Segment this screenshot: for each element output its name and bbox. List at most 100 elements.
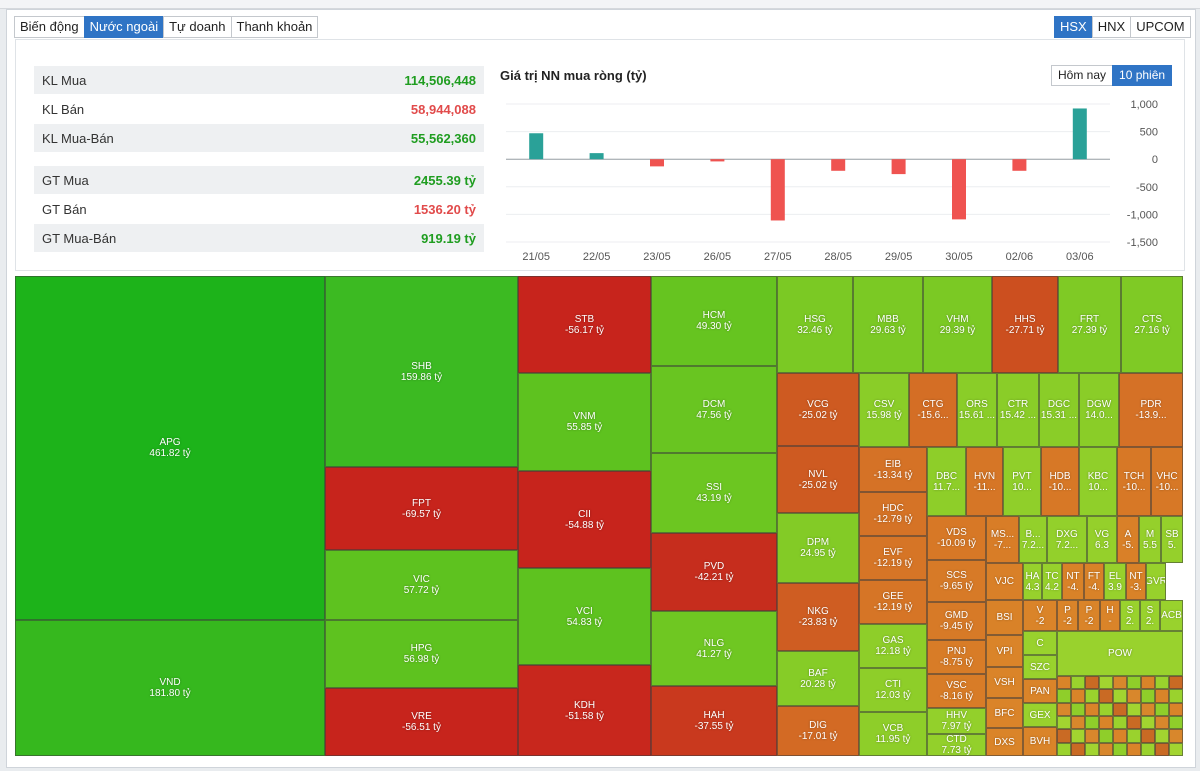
treemap-mini-cell[interactable] (1155, 689, 1169, 703)
treemap-cell[interactable]: NLG 41.27 tỷ (651, 611, 777, 686)
treemap-mini-cell[interactable] (1057, 729, 1071, 743)
treemap-cell[interactable]: SCS -9.65 tỷ (927, 560, 986, 602)
treemap-cell[interactable]: HHV 7.97 tỷ (927, 708, 986, 734)
treemap-cell[interactable]: FRT 27.39 tỷ (1058, 276, 1121, 373)
tab-tu-doanh[interactable]: Tự doanh (163, 16, 232, 38)
treemap-cell[interactable]: DGC 15.31 ... (1039, 373, 1079, 447)
treemap-cell[interactable]: GVR (1146, 563, 1166, 600)
treemap-cell[interactable]: ACB (1160, 600, 1183, 631)
treemap-mini-cell[interactable] (1071, 742, 1085, 756)
treemap-mini-cell[interactable] (1113, 729, 1127, 743)
treemap-mini-cell[interactable] (1099, 676, 1113, 690)
treemap-mini-cell[interactable] (1071, 716, 1085, 730)
treemap-cell[interactable]: V -2 (1023, 600, 1057, 631)
treemap-cell[interactable]: BVH (1023, 727, 1057, 756)
tab-nuoc-ngoai[interactable]: Nước ngoài (83, 16, 165, 38)
treemap-cell[interactable]: HVN -11... (966, 447, 1003, 516)
treemap-cell[interactable]: DGW 14.0... (1079, 373, 1119, 447)
treemap-cell[interactable]: CTG -15.6... (909, 373, 957, 447)
treemap-cell[interactable]: SZC (1023, 655, 1057, 679)
treemap-mini-cell[interactable] (1057, 676, 1071, 690)
treemap-cell[interactable]: VPI (986, 635, 1023, 667)
treemap-mini-cell[interactable] (1141, 716, 1155, 730)
treemap-mini-cell[interactable] (1057, 742, 1071, 756)
treemap-cell[interactable]: VDS -10.09 tỷ (927, 516, 986, 560)
treemap-cell[interactable]: HDC -12.79 tỷ (859, 492, 927, 536)
treemap-mini-cell[interactable] (1169, 742, 1183, 756)
treemap-cell[interactable]: NKG -23.83 tỷ (777, 583, 859, 651)
treemap-cell[interactable]: NT -4. (1062, 563, 1084, 600)
treemap-cell[interactable]: VIC 57.72 tỷ (325, 550, 518, 620)
treemap-cell[interactable]: CTS 27.16 tỷ (1121, 276, 1183, 373)
treemap-cell[interactable]: EIB -13.34 tỷ (859, 447, 927, 492)
treemap-mini-cell[interactable] (1141, 742, 1155, 756)
treemap-mini-cell[interactable] (1169, 729, 1183, 743)
treemap-mini-cell[interactable] (1071, 676, 1085, 690)
treemap-cell[interactable]: DCM 47.56 tỷ (651, 366, 777, 453)
treemap-cell[interactable]: DIG -17.01 tỷ (777, 706, 859, 756)
treemap-mini-cell[interactable] (1113, 742, 1127, 756)
treemap-mini-cell[interactable] (1057, 689, 1071, 703)
treemap-mini-cell[interactable] (1057, 716, 1071, 730)
treemap-cell[interactable]: P -2 (1078, 600, 1100, 631)
treemap-mini-cell[interactable] (1099, 702, 1113, 716)
treemap-cell[interactable]: MBB 29.63 tỷ (853, 276, 923, 373)
treemap-cell[interactable]: KBC 10... (1079, 447, 1117, 516)
treemap-cell[interactable]: VNM 55.85 tỷ (518, 373, 651, 471)
treemap-cell[interactable]: SHB 159.86 tỷ (325, 276, 518, 467)
treemap-cell[interactable]: CTR 15.42 ... (997, 373, 1039, 447)
treemap-cell[interactable]: HDB -10... (1041, 447, 1079, 516)
treemap-mini-cell[interactable] (1141, 689, 1155, 703)
treemap-cell[interactable]: HSG 32.46 tỷ (777, 276, 853, 373)
treemap-mini-cell[interactable] (1085, 676, 1099, 690)
treemap-cell[interactable]: VND 181.80 tỷ (15, 620, 325, 756)
treemap-cell[interactable]: BAF 20.28 tỷ (777, 651, 859, 706)
treemap-cell[interactable]: C (1023, 631, 1057, 655)
treemap-mini-cell[interactable] (1071, 702, 1085, 716)
treemap-cell[interactable]: FT -4. (1084, 563, 1104, 600)
treemap-mini-cell[interactable] (1071, 729, 1085, 743)
treemap-cell[interactable]: CII -54.88 tỷ (518, 471, 651, 568)
treemap-cell[interactable]: BFC (986, 698, 1023, 728)
treemap-cell[interactable]: SB 5. (1161, 516, 1183, 563)
treemap-cell[interactable]: PNJ -8.75 tỷ (927, 640, 986, 674)
treemap-mini-cell[interactable] (1113, 702, 1127, 716)
treemap-cell[interactable]: VSC -8.16 tỷ (927, 674, 986, 708)
treemap-cell[interactable]: TC 4.2 (1042, 563, 1062, 600)
treemap-cell[interactable]: VHC -10... (1151, 447, 1183, 516)
treemap-cell[interactable]: VJC (986, 563, 1023, 600)
treemap-cell[interactable]: HA 4.3 (1023, 563, 1042, 600)
treemap-cell[interactable]: TCH -10... (1117, 447, 1151, 516)
treemap-cell[interactable]: CTI 12.03 tỷ (859, 668, 927, 712)
treemap-cell[interactable]: NT -3. (1126, 563, 1146, 600)
treemap-cell[interactable]: VHM 29.39 tỷ (923, 276, 992, 373)
treemap-mini-cell[interactable] (1085, 702, 1099, 716)
treemap-cell[interactable]: VCB 11.95 tỷ (859, 712, 927, 756)
treemap-cell[interactable]: VCG -25.02 tỷ (777, 373, 859, 446)
treemap-cell[interactable]: PVT 10... (1003, 447, 1041, 516)
treemap-cell[interactable]: KDH -51.58 tỷ (518, 665, 651, 756)
treemap-mini-cell[interactable] (1113, 689, 1127, 703)
treemap-mini-cell[interactable] (1085, 729, 1099, 743)
treemap-cell[interactable]: DXS (986, 728, 1023, 756)
treemap-cell[interactable]: DBC 11.7... (927, 447, 966, 516)
treemap-mini-cell[interactable] (1155, 729, 1169, 743)
treemap-mini-cell[interactable] (1113, 716, 1127, 730)
treemap-cell[interactable]: DPM 24.95 tỷ (777, 513, 859, 583)
treemap-cell[interactable]: MS... -7... (986, 516, 1019, 563)
treemap-mini-cell[interactable] (1169, 689, 1183, 703)
treemap-cell[interactable]: STB -56.17 tỷ (518, 276, 651, 373)
treemap-mini-cell[interactable] (1099, 729, 1113, 743)
treemap-mini-cell[interactable] (1141, 676, 1155, 690)
treemap-mini-cell[interactable] (1071, 689, 1085, 703)
treemap-cell[interactable]: BSI (986, 600, 1023, 635)
treemap-cell[interactable]: EVF -12.19 tỷ (859, 536, 927, 580)
treemap-mini-cell[interactable] (1141, 702, 1155, 716)
treemap-mini-cell[interactable] (1169, 676, 1183, 690)
treemap-mini-cell[interactable] (1127, 689, 1141, 703)
treemap-mini-cell[interactable] (1127, 676, 1141, 690)
treemap-cell[interactable]: P -2 (1057, 600, 1078, 631)
treemap-cell[interactable]: CSV 15.98 tỷ (859, 373, 909, 447)
treemap-mini-cell[interactable] (1155, 716, 1169, 730)
treemap-cell[interactable]: HAH -37.55 tỷ (651, 686, 777, 756)
